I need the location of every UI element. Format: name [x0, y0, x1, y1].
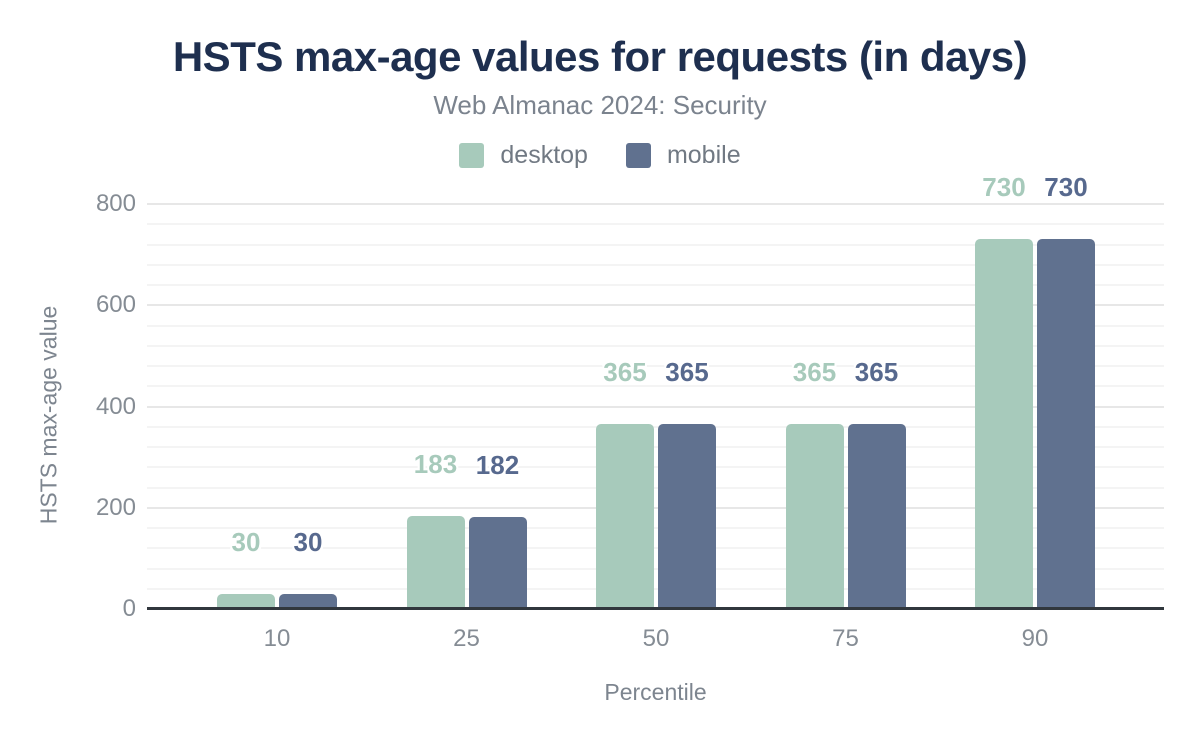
gridline-minor	[147, 527, 1164, 529]
value-label-desktop-p10: 30	[231, 527, 261, 557]
bar-mobile-p10[interactable]	[279, 594, 337, 609]
bar-desktop-p90[interactable]	[975, 239, 1033, 609]
gridline-minor	[147, 344, 1164, 347]
bar-mobile-p50[interactable]	[658, 424, 716, 609]
legend-swatch-desktop	[459, 143, 485, 168]
legend-label-mobile: mobile	[666, 141, 741, 169]
gridline-minor	[147, 547, 1164, 550]
x-tick-label: 90	[1021, 625, 1049, 652]
y-tick-label: 0	[122, 595, 136, 622]
legend: desktop mobile	[0, 141, 1200, 170]
gridline-minor	[147, 587, 1164, 590]
gridline-major	[147, 405, 1164, 408]
gridline-minor	[147, 324, 1164, 327]
bar-desktop-p25[interactable]	[406, 516, 465, 609]
y-tick-label: 200	[95, 493, 136, 521]
x-tick-label: 10	[263, 625, 291, 652]
x-axis-title: Percentile	[604, 679, 707, 705]
y-tick-label: 600	[95, 291, 136, 319]
gridline-major	[147, 203, 1164, 205]
gridline-minor	[147, 446, 1164, 448]
bar-mobile-p75[interactable]	[847, 424, 906, 609]
gridline-minor	[147, 243, 1164, 246]
gridline-major	[147, 304, 1164, 307]
gridline-minor	[147, 365, 1164, 367]
value-label-desktop-p90: 730	[982, 172, 1026, 202]
gridline-minor	[147, 486, 1164, 489]
chart-subtitle: Web Almanac 2024: Security	[433, 90, 767, 120]
value-label-mobile-p90: 730	[1044, 172, 1088, 202]
x-tick-label: 75	[832, 625, 859, 652]
plot-area: 30 30 183 182 365 365 365 365 730 730	[147, 172, 1164, 609]
value-label-mobile-p50: 365	[665, 357, 709, 387]
gridline-minor	[147, 385, 1164, 388]
value-label-desktop-p25: 183	[413, 449, 458, 479]
gridline-minor	[147, 425, 1164, 428]
value-label-mobile-p10: 30	[293, 527, 323, 557]
bar-mobile-p90[interactable]	[1037, 239, 1095, 609]
legend-item-desktop: desktop	[459, 141, 588, 170]
bar-mobile-p25[interactable]	[468, 517, 527, 609]
value-label-mobile-p75: 365	[854, 357, 899, 387]
legend-swatch-mobile	[625, 143, 651, 168]
value-label-mobile-p25: 182	[475, 450, 520, 480]
gridline-minor	[147, 223, 1164, 226]
bar-desktop-p10[interactable]	[217, 594, 275, 609]
x-axis-line	[147, 607, 1164, 610]
gridline-minor	[147, 567, 1164, 570]
value-label-desktop-p50: 365	[603, 357, 647, 387]
value-label-desktop-p75: 365	[792, 357, 837, 387]
y-tick-label: 800	[95, 190, 136, 217]
gridline-minor	[147, 284, 1164, 286]
gridline-major	[147, 506, 1164, 509]
gridline-minor	[147, 263, 1164, 266]
legend-item-mobile: mobile	[625, 141, 741, 170]
chart-title: HSTS max-age values for requests (in day…	[172, 33, 1028, 80]
x-tick-label: 25	[453, 625, 480, 652]
y-tick-label: 400	[95, 392, 136, 420]
x-tick-label: 50	[642, 625, 670, 652]
bar-desktop-p50[interactable]	[596, 424, 654, 609]
gridline-minor	[147, 466, 1164, 469]
bar-desktop-p75[interactable]	[785, 424, 844, 609]
legend-label-desktop: desktop	[500, 141, 588, 169]
